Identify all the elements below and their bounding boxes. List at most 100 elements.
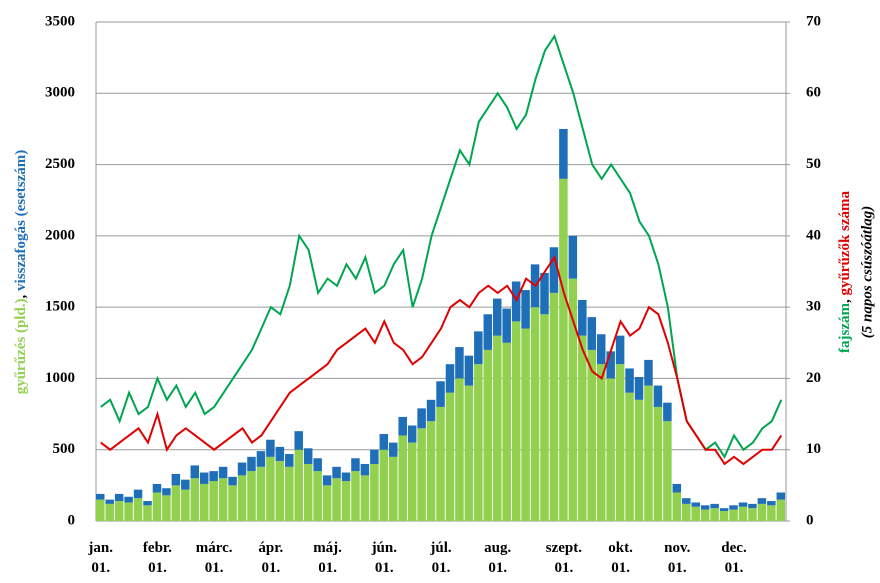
y2-tick-label: 10 xyxy=(806,441,821,457)
bar xyxy=(247,471,256,521)
bar xyxy=(181,479,190,490)
bar xyxy=(530,307,540,521)
y-axis-title-part: visszafogás (esetszám) xyxy=(13,150,29,291)
bar xyxy=(313,458,322,472)
bar xyxy=(757,498,767,504)
bar xyxy=(218,478,228,521)
line-series xyxy=(100,254,783,466)
bar xyxy=(492,298,502,336)
bar xyxy=(700,505,710,510)
y-tick-label: 0 xyxy=(68,512,76,528)
bar xyxy=(247,456,256,472)
bar xyxy=(719,508,729,512)
bar xyxy=(691,502,700,507)
bar xyxy=(729,509,738,521)
bar xyxy=(379,449,389,521)
bar xyxy=(303,463,313,521)
bar xyxy=(218,466,228,479)
bar xyxy=(389,456,398,521)
bar xyxy=(370,463,379,521)
bar xyxy=(398,416,407,436)
bar xyxy=(483,349,493,521)
bar xyxy=(407,442,417,521)
y2-axis-title-sep: , xyxy=(837,296,853,304)
bar xyxy=(294,431,303,450)
bar xyxy=(322,485,332,521)
bar xyxy=(663,421,672,521)
bar xyxy=(767,505,776,521)
y-tick-label: 2000 xyxy=(45,227,75,243)
x-tick-label: ápr. 01. xyxy=(258,540,284,576)
y2-tick-label: 50 xyxy=(806,156,821,172)
y2-tick-label: 40 xyxy=(806,227,821,243)
bar xyxy=(521,328,530,521)
bar xyxy=(313,471,322,521)
bar xyxy=(483,314,493,350)
x-tick-label: júl. 01. xyxy=(430,540,452,576)
bar xyxy=(199,483,209,521)
bar xyxy=(568,235,578,279)
bar xyxy=(748,508,757,521)
bar xyxy=(738,506,748,521)
x-tick-label: márc. 01. xyxy=(195,540,233,576)
x-tick-label: nov. 01. xyxy=(664,540,691,576)
bar xyxy=(606,351,615,379)
bar xyxy=(417,408,426,429)
bar xyxy=(606,378,615,521)
bar xyxy=(171,473,181,486)
bar xyxy=(625,368,634,393)
bar xyxy=(360,475,370,521)
bar xyxy=(634,377,644,400)
line-series xyxy=(100,33,783,459)
y-tick-label: 1500 xyxy=(45,299,75,315)
bar xyxy=(549,247,559,293)
y2-tick-label: 30 xyxy=(806,299,821,315)
bar xyxy=(492,335,502,521)
bar xyxy=(445,392,455,521)
bar xyxy=(615,364,625,521)
bar xyxy=(114,493,124,502)
bar xyxy=(294,449,303,521)
bar xyxy=(644,359,653,386)
y-tick-label: 3500 xyxy=(45,13,75,29)
bar xyxy=(568,278,578,521)
y-tick-label: 500 xyxy=(53,441,76,457)
y-axis-title-sep: , xyxy=(13,291,29,299)
bar xyxy=(209,481,218,521)
bar xyxy=(209,471,218,482)
bar xyxy=(133,498,143,521)
bar xyxy=(445,364,455,393)
bar xyxy=(237,475,247,521)
bar xyxy=(540,272,549,315)
bar xyxy=(171,485,181,521)
y2-tick-label: 0 xyxy=(806,512,814,528)
bar xyxy=(729,505,738,510)
bar xyxy=(275,446,285,462)
bar xyxy=(266,439,275,457)
y-tick-label: 2500 xyxy=(45,156,75,172)
y-tick-label: 1000 xyxy=(45,370,75,386)
bar xyxy=(266,456,275,521)
bar xyxy=(578,300,587,336)
y2-axis-title: fajszám, gyűrűzők száma xyxy=(837,190,853,353)
bar xyxy=(436,381,445,407)
bar xyxy=(663,402,672,422)
bar xyxy=(587,349,597,521)
bar xyxy=(190,478,200,521)
bar xyxy=(776,499,786,521)
bar xyxy=(407,425,417,443)
bar xyxy=(596,334,606,365)
bar xyxy=(738,502,748,507)
bar xyxy=(379,434,389,450)
bar xyxy=(133,489,143,499)
bar xyxy=(672,483,682,493)
bar xyxy=(190,465,200,479)
bar xyxy=(96,499,105,521)
bar xyxy=(370,449,379,464)
bar xyxy=(417,428,426,521)
bar xyxy=(105,499,114,504)
bar xyxy=(322,475,332,486)
bar xyxy=(389,442,398,457)
